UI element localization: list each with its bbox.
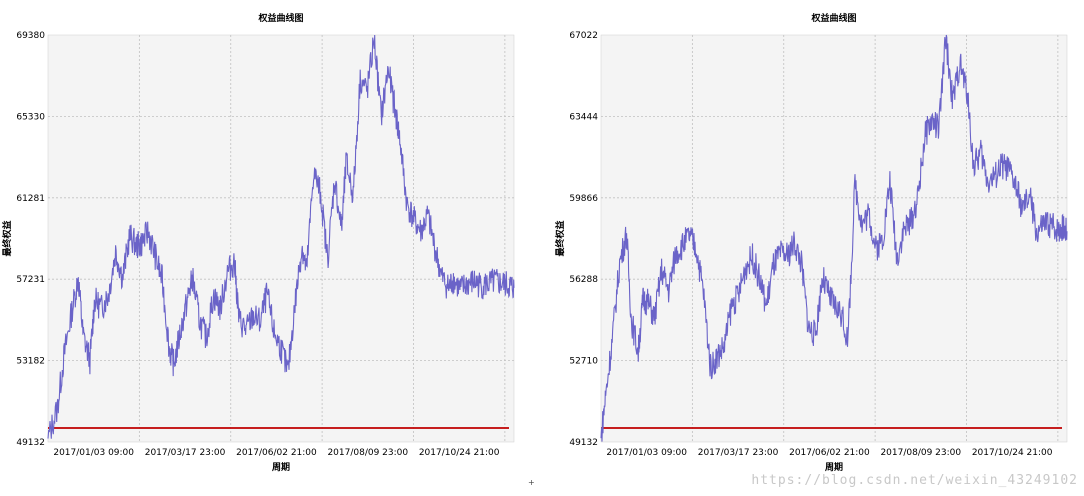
y-tick-label: 49132: [16, 438, 45, 448]
y-axis-label: 最终权益: [554, 220, 566, 256]
y-tick-label: 67022: [569, 31, 598, 41]
chart-panel-right: 权益曲线图 49132 52710 56288 59866 63444 67022 2017/…: [550, 0, 1084, 496]
y-tick-label: 69380: [16, 31, 45, 41]
y-tick-label: 52710: [569, 357, 598, 367]
y-tick-label: 57231: [16, 275, 45, 285]
y-tick-label: 63444: [569, 112, 598, 122]
x-tick-label: 2017/06/02 21:00: [789, 448, 870, 458]
plot-area: [47, 34, 515, 443]
chart-title: 权益曲线图: [810, 12, 856, 24]
equity-chart-left: 权益曲线图 49132 53182 57231 61281 65330 69380 2017/…: [1, 12, 515, 473]
x-tick-label: 2017/03/17 23:00: [698, 448, 779, 458]
x-tick-label: 2017/08/09 23:00: [327, 448, 408, 458]
equity-chart-right: 权益曲线图 49132 52710 56288 59866 63444 67022 2017/…: [554, 12, 1068, 473]
y-tick-label: 65330: [16, 112, 45, 122]
x-tick-label: 2017/10/24 21:00: [419, 448, 500, 458]
chart-panel-left: 权益曲线图 49132 53182 57231 61281 65330 69380 2017/…: [0, 0, 530, 496]
x-tick-label: 2017/03/17 23:00: [145, 448, 226, 458]
y-tick-label: 53182: [16, 357, 45, 367]
chart-title: 权益曲线图: [257, 12, 303, 24]
watermark-text: https://blog.csdn.net/weixin_43249102: [751, 473, 1078, 488]
cursor-mark: +: [528, 478, 535, 487]
y-tick-label: 49132: [569, 438, 598, 448]
x-axis-label: 周期: [272, 461, 290, 473]
x-tick-label: 2017/08/09 23:00: [880, 448, 961, 458]
x-tick-label: 2017/01/03 09:00: [53, 448, 134, 458]
equity-series-line: [47, 34, 515, 439]
x-tick-label: 2017/06/02 21:00: [236, 448, 317, 458]
y-tick-label: 56288: [569, 275, 598, 285]
x-axis-label: 周期: [825, 461, 843, 473]
y-tick-label: 61281: [16, 194, 45, 204]
x-tick-label: 2017/10/24 21:00: [972, 448, 1053, 458]
y-axis-label: 最终权益: [1, 220, 13, 256]
equity-series-line: [600, 34, 1068, 442]
plot-area: [600, 34, 1068, 443]
y-tick-label: 59866: [569, 194, 598, 204]
x-tick-label: 2017/01/03 09:00: [606, 448, 687, 458]
